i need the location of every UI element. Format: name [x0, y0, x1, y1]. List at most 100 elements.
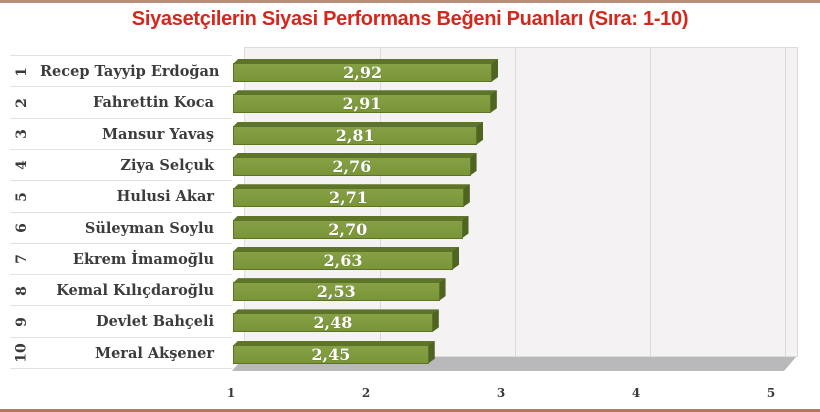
- bar-front-face: 2,81: [233, 125, 478, 145]
- bar-value-label: 2,63: [323, 250, 363, 270]
- x-axis-tick: 5: [766, 386, 776, 400]
- bar-front-face: 2,63: [233, 250, 454, 270]
- bar-front-face: 2,71: [233, 188, 464, 208]
- bar-side-face: [462, 216, 469, 239]
- x-axis-tick: 3: [496, 386, 506, 400]
- bar-value-label: 2,71: [328, 188, 368, 208]
- bar-side-face: [452, 247, 459, 270]
- bar-front-face: 2,92: [233, 63, 493, 82]
- category-label: Ziya Selçuk: [120, 156, 214, 174]
- bar-value-label: 2,45: [311, 344, 351, 364]
- bar-top-face: [233, 59, 498, 64]
- row-separator: [10, 180, 232, 182]
- bar-value-label: 2,91: [342, 94, 382, 114]
- x-axis-tick: 1: [226, 386, 236, 400]
- row-separator: [10, 211, 232, 213]
- bar: 2,81: [233, 122, 483, 145]
- bar: 2,76: [233, 153, 477, 176]
- bar-front-face: 2,45: [233, 344, 429, 364]
- bar-side-face: [476, 122, 483, 145]
- bar-front-face: 2,76: [233, 156, 471, 176]
- rank-number: 10: [13, 343, 30, 363]
- bar-top-face: [233, 90, 497, 95]
- bar-front-face: 2,53: [233, 282, 440, 302]
- category-label: Devlet Bahçeli: [96, 313, 214, 331]
- bar-front-face: 2,70: [233, 219, 463, 239]
- bar-top-face: [233, 216, 469, 221]
- rank-number: 6: [14, 223, 30, 233]
- bar-value-label: 2,76: [332, 156, 372, 176]
- bar-top-face: [233, 184, 470, 189]
- bar-side-face: [432, 309, 439, 332]
- gridline: [515, 47, 516, 357]
- row-separator: [10, 86, 232, 88]
- bar-top-face: [233, 153, 477, 158]
- rank-label: 4: [12, 150, 32, 181]
- row-separator: [10, 368, 232, 369]
- rank-number: 7: [14, 254, 30, 265]
- row-separator: [10, 148, 232, 150]
- rank-label: 6: [12, 213, 32, 244]
- bar-top-face: [233, 309, 439, 314]
- category-label: Recep Tayyip Erdoğan: [40, 63, 220, 80]
- bar-top-face: [233, 341, 435, 346]
- bar: 2,91: [233, 90, 497, 114]
- rank-label: 8: [12, 275, 32, 306]
- row-separator: [10, 242, 232, 244]
- bar-side-face: [428, 341, 435, 364]
- rank-number: 5: [14, 191, 30, 202]
- bar: 2,48: [233, 309, 439, 333]
- row-separator: [10, 336, 232, 338]
- x-axis-tick: 4: [631, 386, 641, 400]
- rank-label: 3: [12, 119, 32, 150]
- rank-label: 2: [12, 87, 32, 118]
- category-label: Meral Akşener: [95, 344, 214, 362]
- rank-number: 4: [14, 160, 30, 171]
- bar-value-label: 2,48: [313, 313, 353, 333]
- gridline: [650, 47, 651, 357]
- rank-label: 10: [12, 338, 32, 369]
- rank-number: 8: [14, 285, 30, 296]
- row-separator: [10, 305, 232, 307]
- bar: 2,92: [233, 59, 498, 82]
- bar-front-face: 2,48: [233, 313, 433, 333]
- gridline: [785, 47, 786, 357]
- bar-value-label: 2,70: [328, 219, 368, 239]
- bar-side-face: [470, 153, 477, 176]
- category-label: Kemal Kılıçdaroğlu: [56, 282, 214, 300]
- bar-value-label: 2,53: [316, 282, 356, 302]
- category-label: Ekrem İmamoğlu: [72, 250, 214, 268]
- bar-value-label: 2,81: [335, 125, 375, 145]
- top-border: [0, 0, 820, 3]
- rank-label: 9: [12, 306, 32, 337]
- bar-side-face: [490, 90, 497, 113]
- bar: 2,71: [233, 184, 470, 208]
- category-label: Mansur Yavaş: [102, 125, 214, 143]
- bar-front-face: 2,91: [233, 94, 491, 114]
- bar-side-face: [463, 184, 470, 207]
- category-label: Fahrettin Koca: [93, 94, 214, 112]
- chart-title: Siyasetçilerin Siyasi Performans Beğeni …: [131, 8, 689, 30]
- bar-top-face: [233, 122, 483, 127]
- rank-label: 5: [12, 181, 32, 212]
- bar: 2,45: [233, 341, 435, 364]
- bar: 2,53: [233, 278, 446, 302]
- row-separator: [10, 274, 232, 276]
- bar-top-face: [233, 247, 459, 252]
- bar: 2,63: [233, 247, 459, 270]
- category-label: Süleyman Soylu: [84, 219, 214, 237]
- bar-value-label: 2,92: [343, 63, 383, 82]
- rank-label: 7: [12, 244, 32, 275]
- bottom-border: [0, 409, 820, 412]
- category-label: Hulusi Akar: [116, 188, 214, 206]
- row-separator: [10, 117, 232, 119]
- bar-top-face: [233, 278, 446, 283]
- rank-label: 1: [12, 56, 32, 87]
- row-separator: [10, 55, 232, 56]
- bar: 2,70: [233, 216, 469, 239]
- bar-side-face: [439, 278, 446, 301]
- rank-number: 1: [14, 66, 30, 77]
- bar-side-face: [491, 59, 498, 82]
- x-axis-tick: 2: [361, 386, 371, 400]
- rank-number: 2: [14, 97, 30, 108]
